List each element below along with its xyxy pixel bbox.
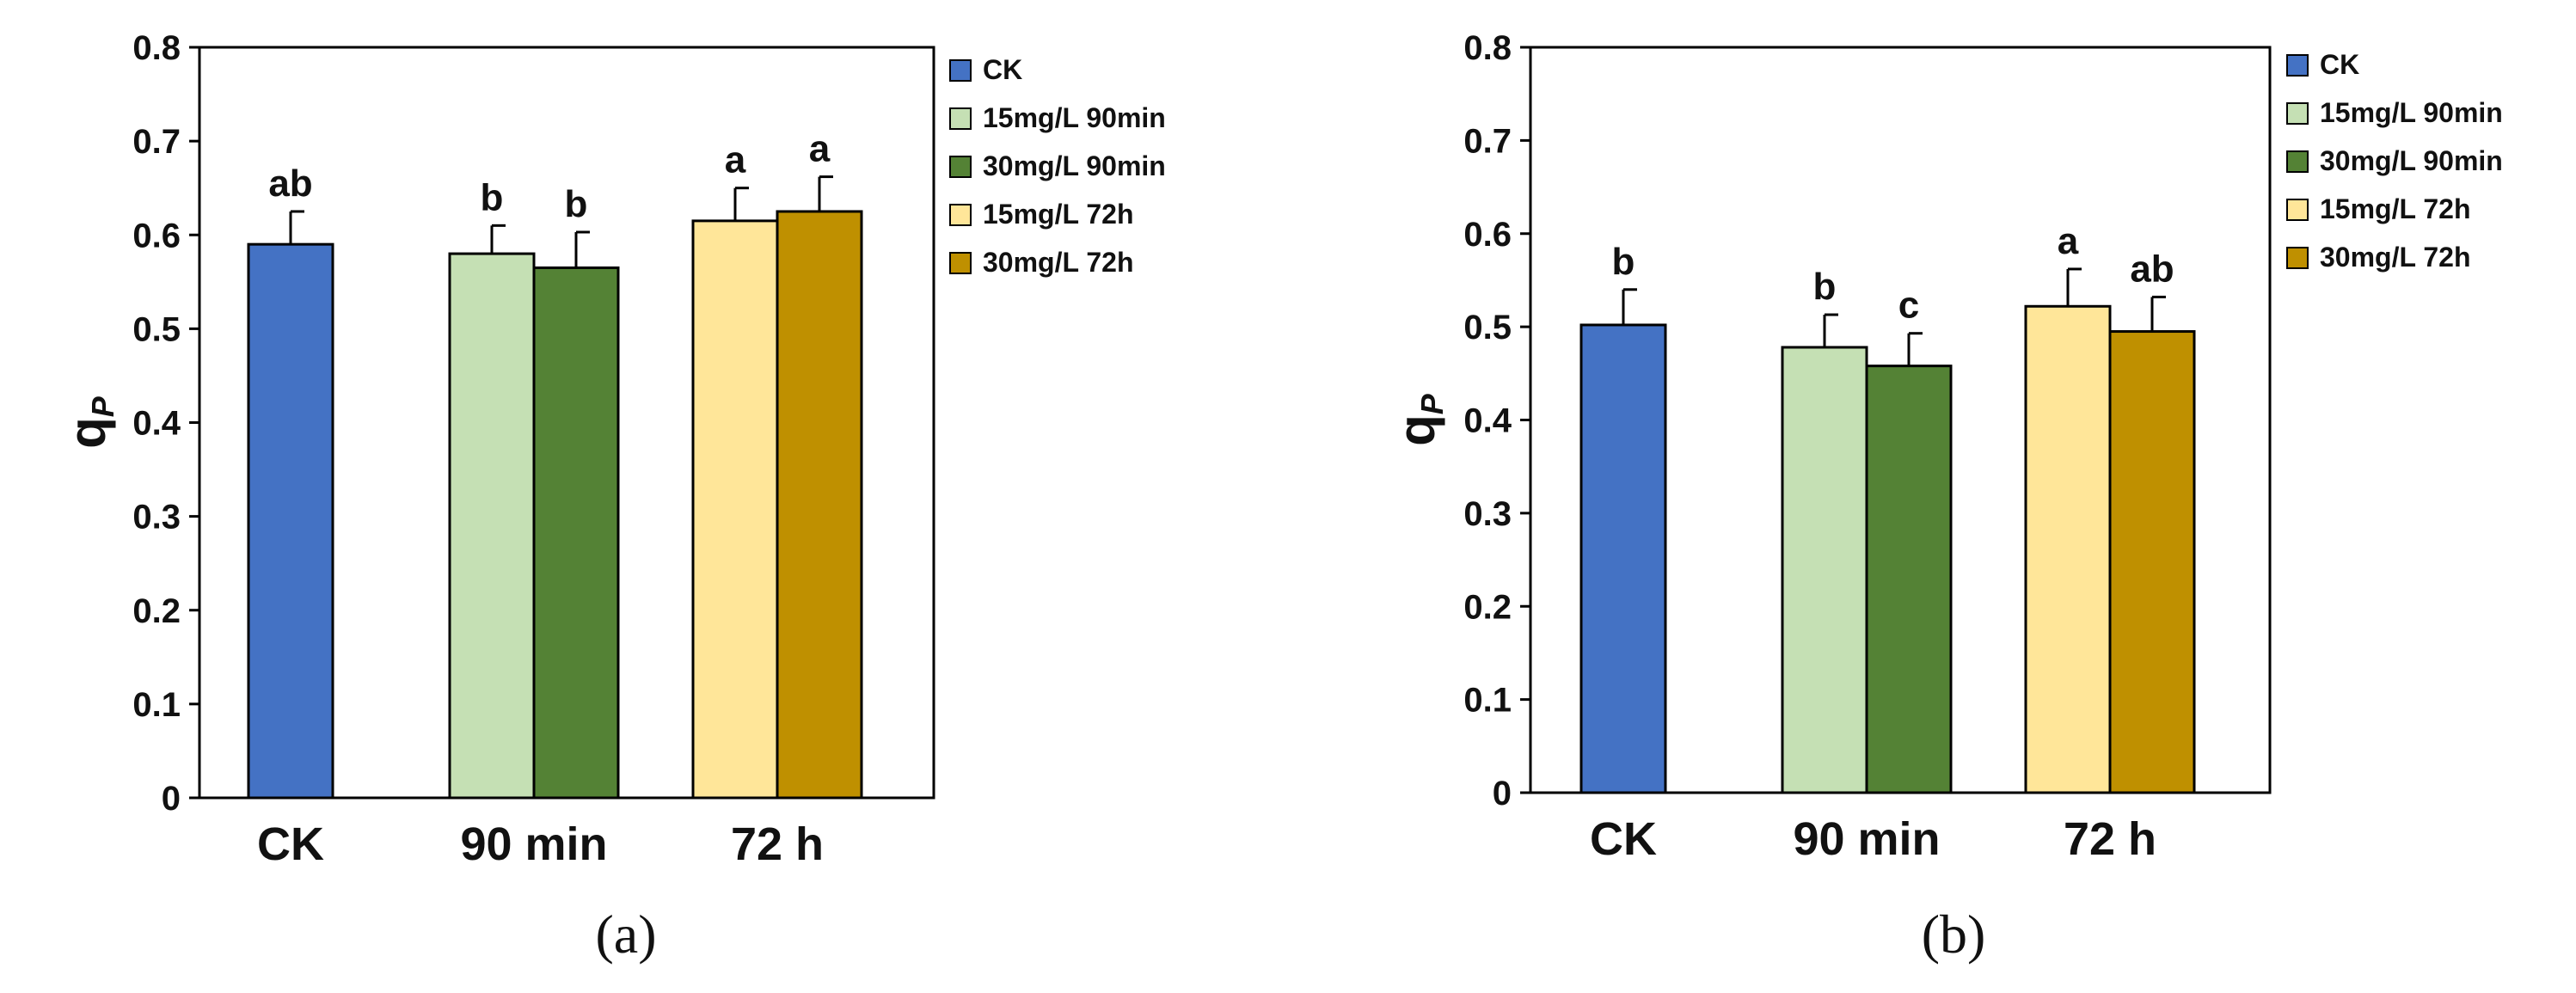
x-category-label: CK [1590, 813, 1657, 865]
bar [247, 242, 334, 800]
y-axis-label-subscript: P [85, 395, 120, 417]
significance-letter: a [809, 128, 831, 170]
x-category-label: 72 h [2064, 813, 2156, 865]
significance-letter: c [1898, 285, 1919, 327]
significance-letter: ab [2130, 248, 2174, 290]
x-category-label: 90 min [460, 818, 607, 870]
legend-label: 15mg/L 72h [983, 199, 1133, 230]
y-axis-label-main: q [58, 417, 116, 449]
bar [2024, 304, 2112, 794]
legend-label: 30mg/L 90min [983, 150, 1166, 181]
legend-swatch [949, 59, 972, 82]
y-tick-label: 0.1 [132, 686, 181, 724]
y-tick-label: 0.5 [1463, 309, 1512, 346]
legend-swatch [2286, 199, 2309, 221]
chart-panel-a: 0 0.1 0.2 0.3 0.4 0.5 0.6 0.7 0.8 qP CK 90 min 72 h a… [58, 29, 1166, 965]
legend-label: 15mg/L 90min [983, 102, 1166, 133]
bar [1865, 365, 1953, 794]
significance-letter: b [565, 183, 588, 225]
legend-swatch [2286, 54, 2309, 77]
y-tick-label: 0.8 [1463, 29, 1512, 67]
panel-label: (a) [595, 904, 656, 965]
y-axis-label: qP [1388, 393, 1450, 446]
y-tick-label: 0.3 [132, 499, 181, 536]
significance-letter: ab [268, 162, 312, 205]
y-tick-label: 0.7 [1463, 122, 1512, 160]
panel-label: (b) [1922, 904, 1986, 965]
legend-swatch [2286, 102, 2309, 125]
bar [448, 252, 536, 800]
x-category-label: 90 min [1793, 813, 1940, 865]
x-category-label: 72 h [731, 818, 824, 870]
legend-swatch [949, 156, 972, 178]
y-tick-label: 0 [1493, 775, 1512, 812]
y-tick-label: 0.6 [132, 217, 181, 254]
bar [2108, 330, 2196, 794]
significance-letter: b [1612, 241, 1635, 283]
legend-label: CK [2320, 49, 2359, 80]
legend-swatch [949, 107, 972, 130]
y-axis-label-subscript: P [1414, 393, 1450, 414]
legend-label: 15mg/L 90min [2320, 97, 2503, 128]
legend-label: 30mg/L 72h [2320, 242, 2470, 273]
bar [1781, 346, 1868, 794]
legend-label: CK [983, 54, 1022, 85]
bar [776, 210, 863, 800]
y-tick-label: 0.1 [1463, 682, 1512, 720]
y-tick-label: 0 [162, 780, 181, 818]
legend-label: 30mg/L 90min [2320, 145, 2503, 176]
legend-swatch [2286, 150, 2309, 173]
legend-swatch [2286, 247, 2309, 269]
bar [532, 266, 620, 800]
chart-panel-b: 0 0.1 0.2 0.3 0.4 0.5 0.6 0.7 0.8 qP CK 90 min 72 h b… [1388, 29, 2503, 965]
significance-letter: a [725, 139, 746, 181]
y-tick-label: 0.2 [132, 592, 181, 630]
y-axis-label-main: q [1388, 414, 1445, 446]
bar [1579, 323, 1667, 794]
y-tick-label: 0.4 [1463, 402, 1512, 440]
y-tick-label: 0.8 [132, 29, 181, 67]
y-tick-label: 0.6 [1463, 216, 1512, 254]
legend-swatch [949, 204, 972, 226]
y-tick-label: 0.3 [1463, 495, 1512, 533]
y-tick-label: 0.2 [1463, 588, 1512, 626]
y-tick-label: 0.5 [132, 310, 181, 348]
x-category-label: CK [257, 818, 324, 870]
legend-swatch [949, 252, 972, 274]
significance-letter: a [2058, 220, 2079, 262]
y-axis-label: qP [58, 395, 120, 449]
significance-letter: b [481, 176, 504, 218]
y-tick-label: 0.4 [132, 405, 181, 443]
y-tick-label: 0.7 [132, 123, 181, 161]
legend-label: 30mg/L 72h [983, 247, 1133, 278]
legend-label: 15mg/L 72h [2320, 193, 2470, 224]
bar [691, 219, 779, 800]
significance-letter: b [1813, 266, 1837, 308]
